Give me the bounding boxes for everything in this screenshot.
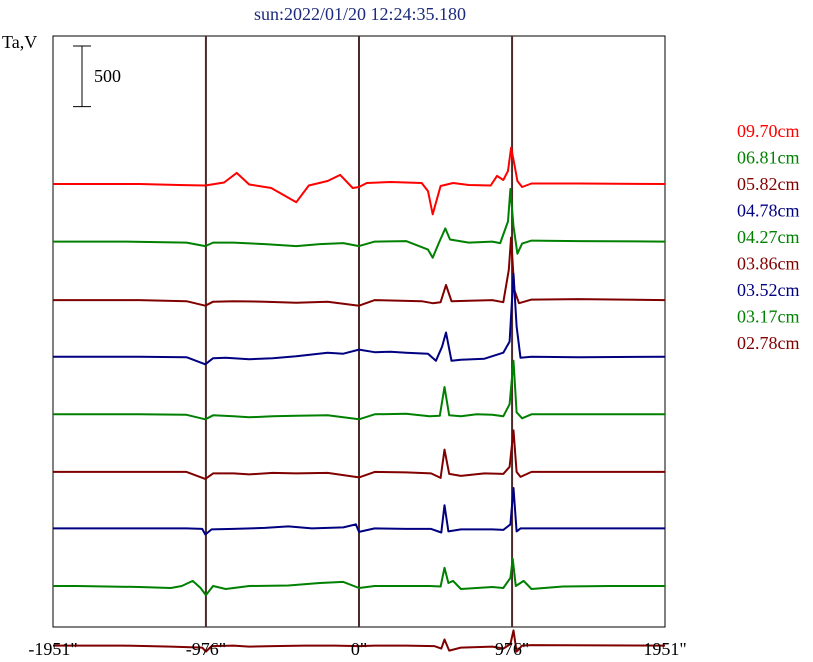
series-line-09-70cm [53, 146, 666, 216]
vertical-reference-lines [204, 36, 514, 627]
series-line-03-86cm [53, 429, 665, 480]
x-tick-labels: -1951" -976" 0" 976" 1951" [28, 639, 686, 659]
x-tick-label: -1951" [28, 639, 77, 659]
legend-entry: 03.52cm [737, 280, 800, 300]
series-line-02-78cm [53, 629, 666, 653]
scale-bar: 500 [73, 45, 121, 108]
scale-bar-label: 500 [94, 66, 121, 86]
series-line-06-81cm [53, 188, 666, 259]
legend-entry: 02.78cm [737, 333, 800, 353]
series-line-04-78cm [53, 272, 666, 366]
legend-entry: 05.82cm [737, 174, 800, 194]
x-tick-label: -976" [186, 639, 226, 659]
x-tick-label: 1951" [643, 639, 686, 659]
series-layer [53, 146, 666, 653]
legend-entry: 06.81cm [737, 148, 800, 168]
series-line-04-27cm [53, 359, 665, 421]
legend-entry: 03.86cm [737, 254, 800, 274]
chart-title: sun:2022/01/20 12:24:35.180 [254, 4, 466, 24]
legend-entry: 03.17cm [737, 307, 800, 327]
series-line-03-52cm [53, 487, 665, 536]
x-tick-label: 976" [495, 639, 529, 659]
series-line-03-17cm [53, 557, 665, 597]
legend-entry: 04.27cm [737, 227, 800, 247]
legend-entry: 09.70cm [737, 121, 800, 141]
legend: 09.70cm 06.81cm 05.82cm 04.78cm 04.27cm 03.86… [737, 121, 800, 353]
x-tick-label: 0" [351, 639, 367, 659]
y-axis-label: Ta,V [2, 32, 37, 52]
legend-entry: 04.78cm [737, 201, 800, 221]
